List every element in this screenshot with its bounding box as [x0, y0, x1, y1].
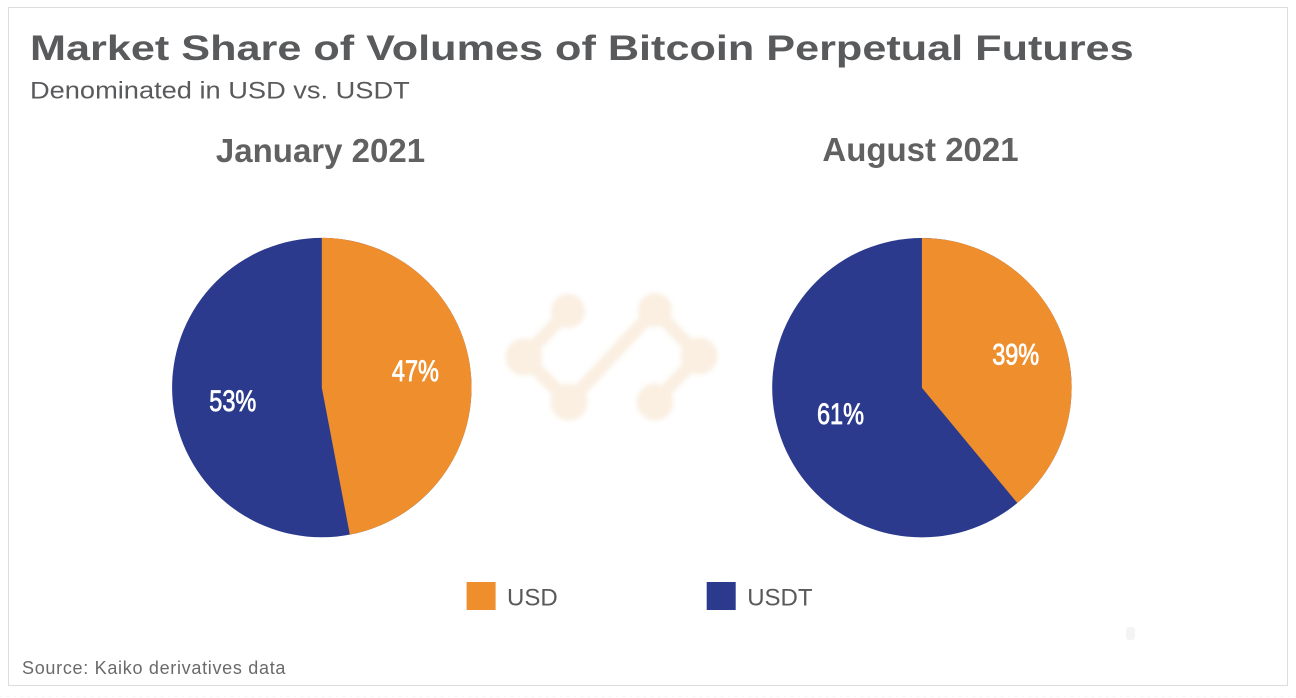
svg-text:39%: 39% — [992, 339, 1039, 372]
svg-text:61%: 61% — [817, 398, 864, 431]
svg-text:Source: Kaiko derivatives data: Source: Kaiko derivatives data — [22, 658, 286, 678]
svg-text:Denominated in USD vs. USDT: Denominated in USD vs. USDT — [30, 78, 410, 104]
svg-text:August 2021: August 2021 — [822, 131, 1018, 168]
svg-text:January 2021: January 2021 — [216, 132, 425, 169]
svg-text:Market Share of Volumes of Bit: Market Share of Volumes of Bitcoin Perpe… — [30, 29, 1134, 68]
svg-text:53%: 53% — [209, 385, 256, 418]
svg-text:USD: USD — [507, 585, 558, 612]
svg-text:USDT: USDT — [747, 585, 813, 612]
svg-text:47%: 47% — [392, 355, 439, 388]
